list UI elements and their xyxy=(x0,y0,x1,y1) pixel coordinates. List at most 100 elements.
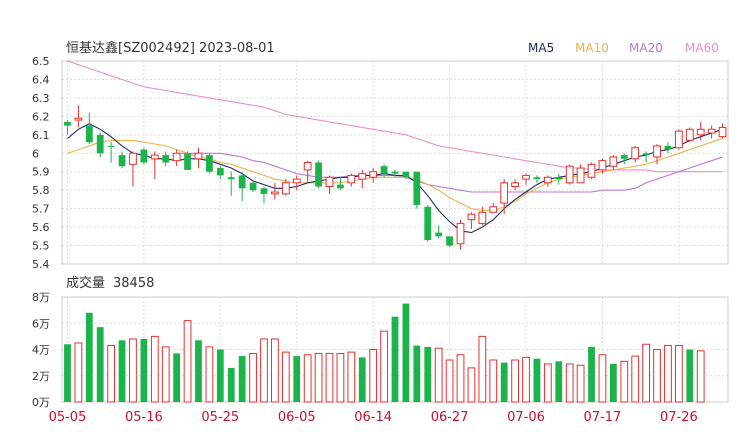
volume-bar-down xyxy=(118,340,126,402)
candle-body-up xyxy=(718,126,727,138)
volume-bar-down xyxy=(195,340,202,402)
price-tick-label: 5.7 xyxy=(32,203,50,216)
volume-bar-down xyxy=(391,316,399,402)
volume-bar-down xyxy=(64,344,71,402)
candle xyxy=(685,127,694,143)
candle-body-down xyxy=(216,168,224,176)
candle xyxy=(369,168,378,183)
candle xyxy=(467,212,476,229)
candle-body-up xyxy=(576,167,585,184)
candle-body-down xyxy=(85,125,93,143)
candle xyxy=(555,173,563,185)
legend-item-ma20: MA20 xyxy=(629,41,663,55)
ma20-line xyxy=(176,152,723,193)
volume-bar-up xyxy=(456,354,465,403)
price-tick-label: 6 xyxy=(32,147,39,160)
candle-body-down xyxy=(620,155,628,159)
candle xyxy=(140,147,148,165)
candle-body-up xyxy=(150,154,159,160)
candle xyxy=(74,105,83,128)
candle-body-up xyxy=(456,222,465,245)
candle-body-up xyxy=(565,165,574,184)
volume-bar-down xyxy=(96,327,104,402)
candle xyxy=(238,171,246,202)
candle xyxy=(292,175,301,191)
candle-body-down xyxy=(435,232,443,237)
volume-bar-up xyxy=(631,355,640,403)
volume-bar-up xyxy=(467,367,476,403)
candle xyxy=(696,121,705,141)
volume-bar-down xyxy=(533,358,541,402)
volume-bar-down xyxy=(293,356,301,402)
candle xyxy=(620,153,628,165)
volume-bar-up xyxy=(598,354,607,403)
price-grid xyxy=(61,60,729,265)
volume-bar-up xyxy=(511,359,519,403)
volume-bar-up xyxy=(161,346,170,403)
candle xyxy=(587,162,596,180)
candle xyxy=(325,175,334,194)
candle xyxy=(598,158,607,174)
candle-body-down xyxy=(424,206,432,241)
candle-body-up xyxy=(489,206,498,213)
candle xyxy=(206,153,213,174)
volume-bar-down xyxy=(140,339,148,402)
volume-bar-up xyxy=(260,338,268,403)
candle xyxy=(522,173,530,185)
candle xyxy=(413,171,421,209)
x-tick-label: 07-26 xyxy=(660,410,698,425)
candle-body-down xyxy=(380,166,388,174)
candle-body-down xyxy=(413,171,421,205)
volume-value: 38458 xyxy=(113,276,154,291)
candle-body-down xyxy=(260,188,268,194)
candle xyxy=(511,179,519,191)
candle-body-up xyxy=(172,152,181,162)
volume-bar-down xyxy=(609,363,617,402)
volume-bar-up xyxy=(74,342,83,403)
candle xyxy=(194,147,203,169)
candle xyxy=(446,236,453,248)
volume-bar-up xyxy=(478,335,487,403)
volume-bar-down xyxy=(500,362,508,402)
candle-body-up xyxy=(467,213,476,221)
volume-bar-up xyxy=(434,347,443,403)
volume-bar-up xyxy=(249,352,257,403)
candle-body-down xyxy=(238,175,246,189)
volume-bar-down xyxy=(173,353,181,402)
x-tick-label: 07-17 xyxy=(584,410,622,425)
volume-bar-up xyxy=(129,338,137,403)
candle xyxy=(424,204,432,242)
candle-body-down xyxy=(184,153,191,170)
candle-body-up xyxy=(598,160,607,171)
price-plot-frame xyxy=(61,60,729,265)
candle-body-up xyxy=(587,163,596,178)
volume-bar-down xyxy=(424,346,432,402)
x-tick-label: 05-25 xyxy=(201,410,239,425)
volume-tick-label: 8万 xyxy=(32,291,50,304)
candle xyxy=(249,180,257,193)
volume-tick-label: 6万 xyxy=(32,317,50,330)
volume-bar-up xyxy=(620,360,629,403)
candle-body-up xyxy=(685,128,694,141)
legend: MA5 MA10 MA20 MA60 xyxy=(528,41,719,55)
candle xyxy=(118,151,126,169)
x-tick-label: 07-06 xyxy=(507,410,545,425)
volume-bar-up xyxy=(107,345,116,403)
candle-body-down xyxy=(337,184,344,189)
candle-body-down xyxy=(64,121,71,126)
volume-bar-up xyxy=(281,351,290,403)
x-tick-label: 06-05 xyxy=(278,410,316,425)
candle-body-up xyxy=(674,130,683,149)
volume-bar-down xyxy=(358,357,366,402)
price-tick-label: 5.6 xyxy=(32,221,50,234)
candle-body-up xyxy=(696,128,705,136)
price-tick-label: 6.3 xyxy=(32,92,50,105)
candle-body-up xyxy=(358,173,367,180)
candle-body-up xyxy=(194,152,203,160)
candle xyxy=(707,125,716,139)
candle xyxy=(260,186,268,204)
candle-body-down xyxy=(118,155,126,167)
price-tick-label: 6.2 xyxy=(32,110,50,123)
